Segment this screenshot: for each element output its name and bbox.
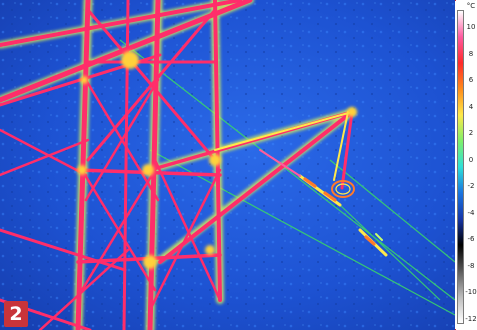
- scale-tick-label: -8: [467, 261, 475, 270]
- hotspot-inner: [335, 183, 351, 195]
- scale-tick-label: 4: [468, 102, 474, 111]
- scale-tick-label: -10: [465, 288, 477, 296]
- scale-tick-label: -4: [467, 208, 475, 217]
- hotspot-marker: [331, 180, 355, 198]
- power-lines: [119, 39, 455, 316]
- figure-number-badge: 2: [4, 301, 28, 327]
- scale-tick-label: 6: [468, 76, 474, 84]
- thermal-scene: [0, 0, 455, 330]
- scale-tick-label: 2: [468, 129, 474, 137]
- scale-tick-label: -6: [467, 235, 475, 243]
- scale-unit: °C: [466, 2, 476, 10]
- hot-joints: [77, 51, 357, 269]
- scale-tick-label: 10: [466, 23, 476, 31]
- temperature-scale: °C 10 8 6 4 2 0 -2 -4 -6 -8 -10 -12: [456, 0, 477, 330]
- color-scale-bar: [457, 10, 464, 324]
- scale-tick-label: 0: [468, 155, 474, 164]
- scale-tick-label: -2: [467, 182, 475, 190]
- scale-tick-label: -12: [465, 314, 477, 323]
- scale-tick-label: 8: [468, 49, 474, 58]
- insulators: [298, 174, 388, 257]
- thermal-image: [0, 0, 455, 330]
- cross-arm: [148, 110, 354, 264]
